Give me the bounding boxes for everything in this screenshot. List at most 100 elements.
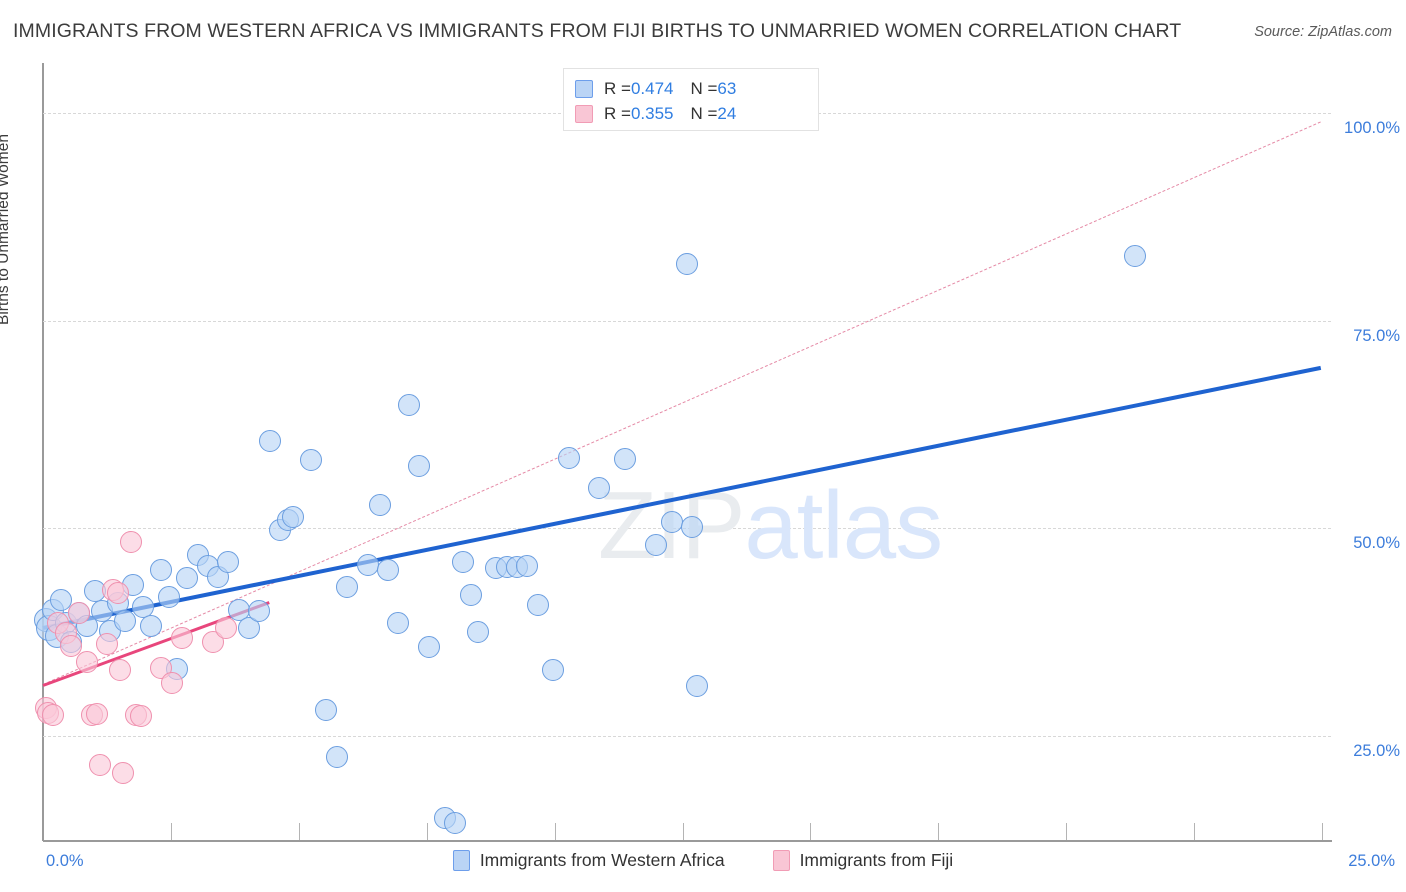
data-point-fiji[interactable] bbox=[111, 761, 134, 784]
y-axis-tick-label: 25.0% bbox=[1353, 742, 1400, 761]
data-point-western-africa[interactable] bbox=[325, 745, 348, 768]
data-point-western-africa[interactable] bbox=[418, 636, 441, 659]
x-axis-tick bbox=[682, 823, 684, 840]
x-axis-line bbox=[43, 840, 1332, 842]
data-point-western-africa[interactable] bbox=[387, 612, 410, 635]
data-point-western-africa[interactable] bbox=[176, 567, 199, 590]
data-point-western-africa[interactable] bbox=[158, 585, 181, 608]
data-point-western-africa[interactable] bbox=[315, 698, 338, 721]
x-axis-min-label: 0.0% bbox=[46, 852, 84, 870]
data-point-western-africa[interactable] bbox=[238, 617, 261, 640]
stats-row: R = 0.474 N = 63 bbox=[575, 76, 807, 101]
y-axis-tick-label: 75.0% bbox=[1353, 326, 1400, 345]
gridline bbox=[43, 320, 1331, 322]
data-point-western-africa[interactable] bbox=[356, 553, 379, 576]
data-point-fiji[interactable] bbox=[129, 705, 152, 728]
stats-r-value: 0.474 bbox=[630, 78, 674, 98]
legend-swatch-fiji bbox=[772, 850, 790, 871]
data-point-western-africa[interactable] bbox=[369, 494, 392, 517]
watermark-atlas: atlas bbox=[744, 472, 943, 579]
data-point-fiji[interactable] bbox=[75, 651, 98, 674]
legend-label-fiji: Immigrants from Fiji bbox=[799, 850, 954, 870]
data-point-western-africa[interactable] bbox=[299, 449, 322, 472]
x-axis-max-label: 25.0% bbox=[1348, 852, 1395, 870]
data-point-western-africa[interactable] bbox=[114, 609, 137, 632]
stats-r-value: 0.355 bbox=[630, 103, 674, 123]
x-axis-tick bbox=[298, 823, 300, 840]
y-axis-tick-label: 50.0% bbox=[1353, 534, 1400, 553]
data-point-fiji[interactable] bbox=[160, 671, 183, 694]
data-point-western-africa[interactable] bbox=[248, 600, 271, 623]
data-point-fiji[interactable] bbox=[171, 627, 194, 650]
data-point-western-africa[interactable] bbox=[281, 505, 304, 528]
data-point-western-africa[interactable] bbox=[451, 550, 474, 573]
data-point-fiji[interactable] bbox=[214, 617, 237, 640]
data-point-western-africa[interactable] bbox=[516, 554, 539, 577]
data-point-western-africa[interactable] bbox=[140, 614, 163, 637]
data-point-western-africa[interactable] bbox=[614, 448, 637, 471]
data-point-fiji[interactable] bbox=[42, 704, 65, 727]
data-point-western-africa[interactable] bbox=[557, 446, 580, 469]
data-point-fiji[interactable] bbox=[60, 634, 83, 657]
stats-n-label: N = bbox=[690, 78, 718, 98]
data-point-western-africa[interactable] bbox=[645, 533, 668, 556]
stats-row: R = 0.355 N = 24 bbox=[575, 101, 807, 126]
x-axis-tick bbox=[554, 823, 556, 840]
data-point-fiji[interactable] bbox=[86, 702, 109, 725]
data-point-western-africa[interactable] bbox=[150, 558, 173, 581]
x-axis-tick bbox=[1194, 823, 1196, 840]
data-point-western-africa[interactable] bbox=[377, 558, 400, 581]
watermark: ZIPatlas bbox=[598, 471, 943, 581]
x-axis-tick bbox=[938, 823, 940, 840]
data-point-fiji[interactable] bbox=[109, 658, 132, 681]
stats-n-value: 24 bbox=[717, 103, 737, 123]
data-point-western-africa[interactable] bbox=[397, 394, 420, 417]
y-axis-line bbox=[42, 63, 44, 841]
data-point-western-africa[interactable] bbox=[408, 455, 431, 478]
data-point-western-africa[interactable] bbox=[526, 593, 549, 616]
data-point-western-africa[interactable] bbox=[258, 430, 281, 453]
data-point-fiji[interactable] bbox=[106, 582, 129, 605]
data-point-western-africa[interactable] bbox=[459, 583, 482, 606]
data-point-fiji[interactable] bbox=[88, 754, 111, 777]
data-point-western-africa[interactable] bbox=[50, 588, 73, 611]
x-axis-tick bbox=[170, 823, 172, 840]
data-point-western-africa[interactable] bbox=[686, 675, 709, 698]
legend-label-western-africa: Immigrants from Western Africa bbox=[479, 850, 725, 870]
data-point-western-africa[interactable] bbox=[588, 477, 611, 500]
plot-area: ZIPatlas bbox=[33, 63, 1331, 840]
data-point-western-africa[interactable] bbox=[660, 510, 683, 533]
page-title: IMMIGRANTS FROM WESTERN AFRICA VS IMMIGR… bbox=[13, 20, 1182, 42]
data-point-fiji[interactable] bbox=[119, 531, 142, 554]
data-point-western-africa[interactable] bbox=[681, 515, 704, 538]
legend-swatch-western-africa bbox=[452, 850, 470, 871]
data-point-western-africa[interactable] bbox=[217, 550, 240, 573]
x-axis-tick bbox=[1322, 823, 1324, 840]
stats-r-label: R = bbox=[604, 103, 631, 123]
series-legend: Immigrants from Western Africa Immigrant… bbox=[0, 850, 1406, 871]
x-axis-tick bbox=[426, 823, 428, 840]
data-point-western-africa[interactable] bbox=[1124, 244, 1147, 267]
y-axis-title: Births to Unmarried Women bbox=[0, 134, 12, 325]
stats-n-value: 63 bbox=[717, 78, 737, 98]
trend-line-western-africa bbox=[42, 365, 1322, 630]
source-label: Source: ZipAtlas.com bbox=[1254, 24, 1392, 40]
data-point-western-africa[interactable] bbox=[335, 575, 358, 598]
data-point-western-africa[interactable] bbox=[676, 253, 698, 276]
data-point-fiji[interactable] bbox=[96, 632, 119, 655]
data-point-western-africa[interactable] bbox=[444, 811, 467, 834]
legend-item-fiji[interactable]: Immigrants from Fiji bbox=[772, 850, 954, 871]
y-axis-tick-label: 100.0% bbox=[1344, 118, 1400, 137]
data-point-western-africa[interactable] bbox=[467, 621, 490, 644]
stats-r-label: R = bbox=[604, 78, 631, 98]
gridline bbox=[43, 736, 1331, 738]
stats-n-label: N = bbox=[690, 103, 718, 123]
legend-item-western-africa[interactable]: Immigrants from Western Africa bbox=[452, 850, 725, 871]
x-axis-tick bbox=[1066, 823, 1068, 840]
data-point-western-africa[interactable] bbox=[542, 658, 565, 681]
stats-legend: R = 0.474 N = 63 R = 0.355 N = 24 bbox=[563, 68, 819, 131]
data-point-fiji[interactable] bbox=[68, 602, 91, 625]
x-axis-tick bbox=[810, 823, 812, 840]
stats-swatch-fiji bbox=[575, 104, 593, 123]
